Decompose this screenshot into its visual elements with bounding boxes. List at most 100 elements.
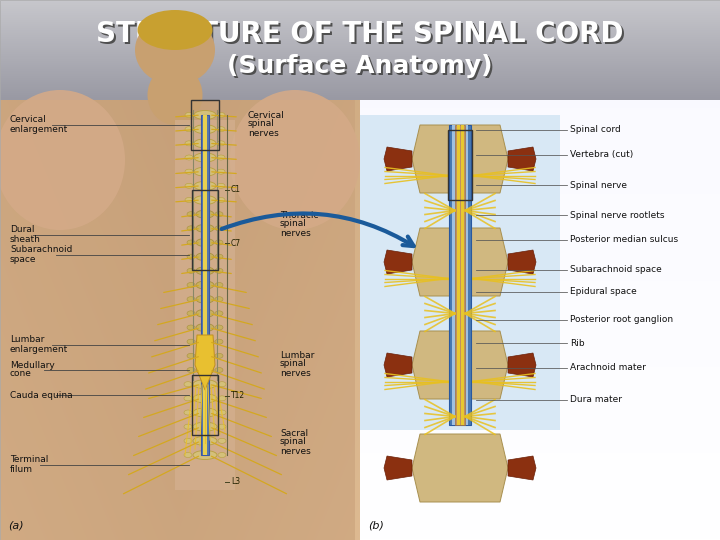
Ellipse shape: [217, 169, 225, 174]
Ellipse shape: [184, 424, 192, 429]
Bar: [461, 125, 464, 425]
Bar: [192, 375, 218, 435]
Ellipse shape: [187, 212, 195, 217]
Ellipse shape: [187, 268, 195, 273]
Text: nerves: nerves: [280, 368, 311, 377]
Ellipse shape: [194, 139, 216, 148]
Ellipse shape: [196, 224, 214, 232]
Polygon shape: [412, 125, 508, 193]
Ellipse shape: [217, 127, 225, 132]
Ellipse shape: [194, 181, 216, 190]
Polygon shape: [508, 456, 536, 480]
Bar: [175, 120, 235, 490]
Text: sheath: sheath: [10, 234, 41, 244]
Text: Epidural space: Epidural space: [570, 287, 636, 296]
Ellipse shape: [196, 267, 214, 275]
Text: L3: L3: [231, 477, 240, 487]
Text: (Surface Anatomy): (Surface Anatomy): [229, 56, 494, 79]
Bar: [192, 190, 218, 270]
Text: spinal: spinal: [248, 119, 275, 129]
Ellipse shape: [196, 210, 214, 218]
Text: enlargement: enlargement: [10, 345, 68, 354]
Polygon shape: [508, 250, 536, 274]
Ellipse shape: [184, 453, 192, 457]
Ellipse shape: [194, 167, 216, 176]
Ellipse shape: [196, 338, 214, 346]
Bar: [452, 125, 468, 425]
Ellipse shape: [193, 450, 217, 460]
Text: space: space: [10, 254, 37, 264]
Ellipse shape: [215, 226, 223, 231]
Ellipse shape: [148, 65, 202, 125]
Text: spinal: spinal: [280, 360, 307, 368]
Ellipse shape: [217, 141, 225, 146]
Ellipse shape: [185, 155, 193, 160]
Ellipse shape: [215, 282, 223, 287]
Bar: [448, 130, 472, 200]
Text: Dural: Dural: [10, 226, 35, 234]
Text: T12: T12: [231, 392, 245, 401]
Text: Dura mater: Dura mater: [570, 395, 622, 404]
Ellipse shape: [215, 268, 223, 273]
Bar: [201, 115, 209, 455]
Ellipse shape: [196, 295, 214, 303]
Polygon shape: [412, 331, 508, 399]
Text: cone: cone: [10, 369, 32, 379]
Text: Lumbar: Lumbar: [10, 335, 45, 345]
Text: Cervical: Cervical: [10, 116, 47, 125]
Ellipse shape: [215, 368, 223, 373]
Ellipse shape: [196, 253, 214, 261]
Ellipse shape: [215, 353, 223, 359]
Ellipse shape: [215, 339, 223, 344]
Ellipse shape: [184, 438, 192, 443]
Bar: [360, 115, 560, 430]
Ellipse shape: [215, 325, 223, 330]
Ellipse shape: [196, 366, 214, 374]
Ellipse shape: [187, 353, 195, 359]
Ellipse shape: [193, 422, 217, 431]
Text: STRUCTURE OF THE SPINAL CORD: STRUCTURE OF THE SPINAL CORD: [96, 20, 624, 48]
Text: nerves: nerves: [280, 228, 311, 238]
Text: nerves: nerves: [248, 129, 279, 138]
Ellipse shape: [215, 240, 223, 245]
Text: spinal: spinal: [280, 437, 307, 447]
Ellipse shape: [196, 323, 214, 332]
Ellipse shape: [187, 325, 195, 330]
Ellipse shape: [193, 380, 217, 389]
Ellipse shape: [196, 352, 214, 360]
Ellipse shape: [217, 155, 225, 160]
Text: Posterior root ganglion: Posterior root ganglion: [570, 315, 673, 325]
Ellipse shape: [0, 90, 125, 230]
Text: filum: filum: [10, 464, 33, 474]
Text: Terminal: Terminal: [10, 456, 48, 464]
Ellipse shape: [215, 254, 223, 259]
Text: Subarachnoid: Subarachnoid: [10, 246, 73, 254]
Bar: [455, 125, 465, 425]
Ellipse shape: [187, 339, 195, 344]
Text: Medullary: Medullary: [10, 361, 55, 369]
Ellipse shape: [187, 296, 195, 302]
Ellipse shape: [185, 141, 193, 146]
Ellipse shape: [196, 239, 214, 246]
Text: Vertebra (cut): Vertebra (cut): [570, 151, 634, 159]
Ellipse shape: [217, 112, 225, 118]
Text: Thoracic: Thoracic: [280, 211, 318, 219]
Ellipse shape: [185, 198, 193, 202]
Ellipse shape: [217, 184, 225, 188]
Ellipse shape: [187, 240, 195, 245]
Ellipse shape: [196, 281, 214, 289]
Ellipse shape: [185, 184, 193, 188]
Ellipse shape: [187, 311, 195, 316]
Text: Cervical: Cervical: [248, 111, 284, 119]
Ellipse shape: [196, 309, 214, 318]
Polygon shape: [195, 335, 215, 390]
Text: Lumbar: Lumbar: [280, 350, 315, 360]
Polygon shape: [384, 456, 412, 480]
Polygon shape: [412, 434, 508, 502]
Ellipse shape: [135, 15, 215, 85]
Ellipse shape: [230, 90, 360, 230]
Ellipse shape: [187, 368, 195, 373]
Ellipse shape: [184, 410, 192, 415]
Ellipse shape: [218, 453, 226, 457]
Polygon shape: [384, 250, 412, 274]
